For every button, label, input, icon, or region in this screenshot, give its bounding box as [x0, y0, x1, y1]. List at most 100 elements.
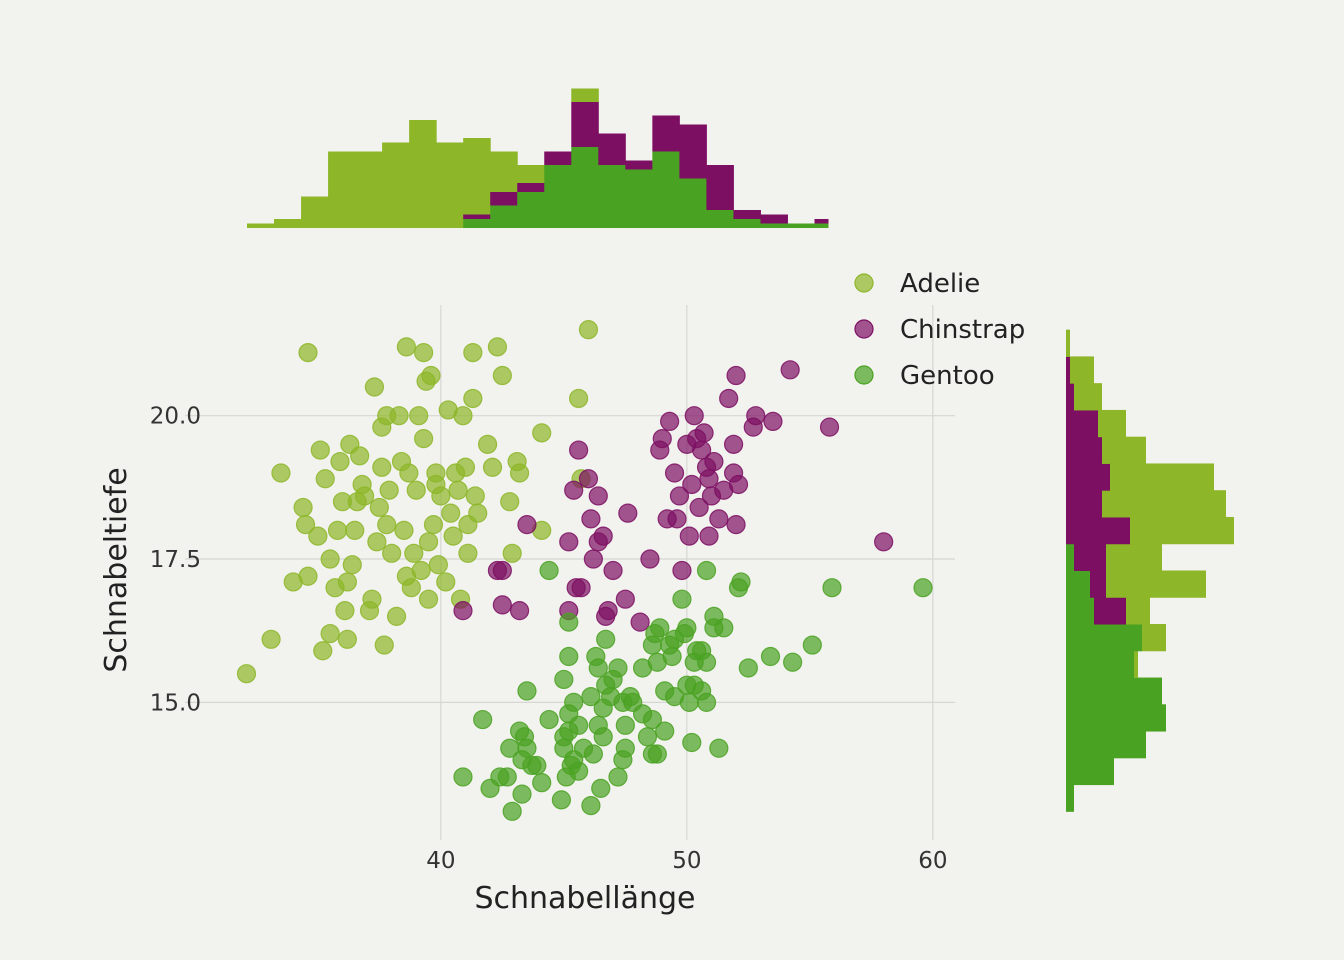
- point-gentoo: [650, 618, 670, 638]
- point-chinstrap: [694, 423, 714, 443]
- point-adelie: [404, 543, 424, 563]
- point-adelie: [477, 434, 498, 454]
- point-adelie: [379, 480, 399, 500]
- point-adelie: [411, 560, 431, 581]
- point-adelie: [487, 337, 508, 357]
- point-adelie: [441, 503, 461, 523]
- hist-bar-adelie: [328, 151, 356, 228]
- point-chinstrap: [660, 411, 680, 432]
- hist-bar-adelie: [1074, 383, 1102, 411]
- point-chinstrap: [669, 486, 690, 506]
- point-adelie: [509, 463, 530, 483]
- hist-bar-gentoo: [1066, 570, 1090, 598]
- point-gentoo: [714, 618, 734, 638]
- hist-bar-adelie: [517, 165, 545, 183]
- point-adelie: [423, 515, 444, 535]
- hist-bar-adelie: [1142, 624, 1166, 652]
- legend-marker-gentoo: [854, 365, 874, 385]
- point-gentoo: [608, 658, 628, 678]
- hist-bar-chinstrap: [544, 151, 572, 165]
- hist-bar-chinstrap: [1074, 543, 1106, 571]
- point-gentoo: [502, 801, 522, 821]
- point-adelie: [327, 520, 348, 540]
- point-chinstrap: [709, 509, 729, 529]
- point-chinstrap: [588, 486, 608, 506]
- point-gentoo: [512, 750, 532, 770]
- point-adelie: [236, 664, 257, 684]
- point-adelie: [418, 589, 439, 609]
- point-chinstrap: [569, 440, 589, 460]
- point-adelie: [458, 543, 478, 563]
- point-chinstrap: [667, 509, 687, 529]
- point-adelie: [453, 406, 473, 426]
- point-adelie: [298, 566, 318, 586]
- point-chinstrap: [664, 463, 685, 483]
- point-chinstrap: [583, 549, 603, 569]
- hist-bar-chinstrap: [517, 183, 545, 192]
- point-chinstrap: [699, 526, 719, 546]
- hist-bar-gentoo: [1066, 677, 1162, 705]
- right-marginal-histogram: [1066, 329, 1234, 812]
- point-adelie: [335, 601, 355, 621]
- point-chinstrap: [453, 601, 473, 621]
- point-gentoo: [453, 767, 473, 787]
- point-adelie: [463, 342, 483, 363]
- point-adelie: [367, 532, 387, 552]
- point-chinstrap: [689, 497, 709, 518]
- point-chinstrap: [640, 549, 660, 569]
- point-adelie: [409, 406, 429, 426]
- x-tick-label: 60: [918, 848, 947, 874]
- point-chinstrap: [618, 503, 638, 523]
- point-gentoo: [539, 709, 559, 730]
- point-adelie: [261, 629, 281, 649]
- point-gentoo: [588, 658, 608, 678]
- point-gentoo: [642, 709, 663, 730]
- y-tick-label: 17.5: [150, 547, 201, 573]
- grid-lines: [185, 305, 955, 840]
- point-gentoo: [913, 578, 933, 598]
- hist-bar-adelie: [1134, 650, 1138, 679]
- point-gentoo: [696, 692, 717, 712]
- point-gentoo: [569, 715, 589, 735]
- hist-bar-chinstrap: [1066, 463, 1110, 491]
- hist-bar-adelie: [355, 151, 383, 228]
- point-adelie: [377, 515, 397, 535]
- axis-ticks: 40 50 60 15.0 17.5 20.0: [150, 404, 948, 874]
- point-adelie: [320, 623, 340, 644]
- legend-marker-adelie: [854, 273, 874, 293]
- point-gentoo: [647, 744, 667, 764]
- hist-bar-adelie: [1066, 329, 1070, 357]
- point-chinstrap: [726, 515, 746, 535]
- y-axis-title: Schnabeltiefe: [99, 467, 134, 672]
- hist-bar-adelie: [301, 196, 329, 228]
- point-chinstrap: [819, 417, 840, 437]
- point-gentoo: [760, 646, 781, 667]
- hist-bar-chinstrap: [706, 165, 734, 210]
- point-adelie: [293, 497, 313, 518]
- hist-bar-gentoo: [1066, 624, 1142, 652]
- y-tick-label: 15.0: [150, 690, 201, 716]
- point-adelie: [421, 365, 441, 386]
- point-gentoo: [517, 681, 537, 701]
- point-gentoo: [473, 709, 493, 730]
- point-gentoo: [593, 727, 613, 747]
- point-adelie: [330, 451, 350, 472]
- legend-label-gentoo: Gentoo: [900, 361, 995, 391]
- x-tick-label: 50: [672, 848, 701, 874]
- point-adelie: [414, 342, 434, 363]
- point-chinstrap: [682, 474, 702, 495]
- point-chinstrap: [593, 526, 613, 546]
- point-adelie: [386, 606, 407, 626]
- point-chinstrap: [684, 406, 704, 426]
- point-adelie: [354, 486, 375, 506]
- hist-bar-adelie: [1106, 570, 1206, 598]
- point-gentoo: [532, 773, 552, 793]
- scatter-points: [236, 320, 933, 821]
- point-adelie: [482, 457, 503, 477]
- point-chinstrap: [603, 560, 623, 581]
- point-adelie: [492, 365, 512, 386]
- point-gentoo: [600, 687, 621, 707]
- hist-bar-adelie: [247, 223, 275, 228]
- point-gentoo: [655, 721, 675, 741]
- point-gentoo: [682, 732, 702, 753]
